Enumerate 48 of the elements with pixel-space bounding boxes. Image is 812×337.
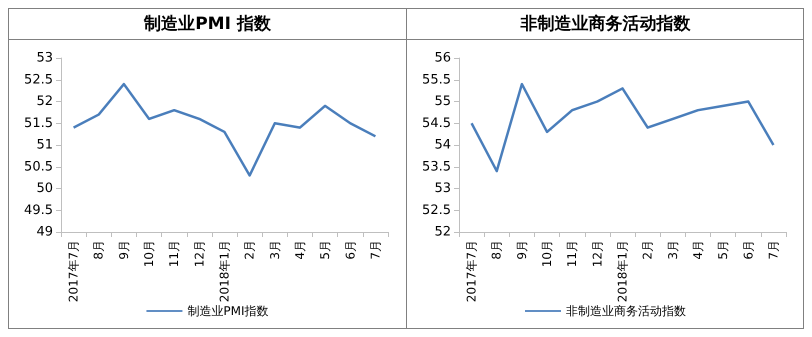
x-tick-label: 4月 bbox=[690, 240, 705, 260]
x-tick-label: 10月 bbox=[142, 240, 156, 268]
x-tick-label: 7月 bbox=[766, 240, 780, 260]
y-tick-label: 55 bbox=[434, 94, 451, 109]
x-tick-label: 10月 bbox=[540, 240, 554, 268]
x-tick-label: 3月 bbox=[268, 240, 282, 260]
x-tick-label: 2018年1月 bbox=[218, 240, 232, 302]
x-tick-label: 2017年7月 bbox=[464, 240, 479, 302]
y-tick-label: 54.5 bbox=[422, 116, 451, 131]
y-tick-label: 56 bbox=[434, 50, 451, 66]
y-tick-label: 53 bbox=[434, 181, 451, 196]
y-tick-label: 53 bbox=[36, 50, 53, 66]
x-tick-label: 6月 bbox=[343, 240, 358, 260]
y-tick-label: 49.5 bbox=[24, 202, 53, 218]
x-tick-label: 7月 bbox=[368, 240, 382, 260]
x-tick-label: 11月 bbox=[565, 240, 580, 268]
x-tick-label: 11月 bbox=[167, 240, 182, 268]
y-tick-label: 50.5 bbox=[24, 159, 53, 174]
x-tick-label: 12月 bbox=[192, 240, 206, 268]
y-tick-label: 50 bbox=[36, 181, 53, 196]
x-tick-label: 2月 bbox=[640, 240, 655, 260]
y-tick-label: 49 bbox=[36, 224, 53, 240]
x-tick-label: 2017年7月 bbox=[66, 240, 81, 302]
y-tick-label: 51 bbox=[36, 138, 53, 152]
y-tick-label: 54 bbox=[434, 138, 451, 152]
y-tick-label: 52.5 bbox=[24, 72, 53, 88]
chart-title: 非制造业商务活动指数 bbox=[407, 9, 804, 40]
x-tick-label: 9月 bbox=[514, 240, 529, 260]
x-tick-label: 3月 bbox=[666, 240, 680, 260]
y-tick-label: 52 bbox=[434, 224, 451, 240]
x-tick-label: 5月 bbox=[318, 240, 332, 260]
x-tick-label: 8月 bbox=[490, 240, 504, 260]
legend-label: 非制造业商务活动指数 bbox=[566, 304, 686, 318]
y-tick-label: 52.5 bbox=[422, 202, 451, 218]
y-tick-label: 52 bbox=[36, 94, 53, 109]
y-tick-label: 55.5 bbox=[422, 72, 451, 88]
y-tick-label: 53.5 bbox=[422, 159, 451, 174]
x-tick-label: 5月 bbox=[716, 240, 730, 260]
y-tick-label: 51.5 bbox=[24, 116, 53, 131]
chart-title: 制造业PMI 指数 bbox=[9, 9, 406, 40]
x-tick-label: 2018年1月 bbox=[616, 240, 630, 302]
x-tick-label: 8月 bbox=[92, 240, 106, 260]
x-tick-label: 9月 bbox=[116, 240, 131, 260]
x-tick-label: 4月 bbox=[292, 240, 307, 260]
x-tick-label: 6月 bbox=[741, 240, 756, 260]
x-tick-label: 2月 bbox=[242, 240, 257, 260]
x-tick-label: 12月 bbox=[590, 240, 604, 268]
legend-label: 制造业PMI指数 bbox=[187, 304, 269, 318]
